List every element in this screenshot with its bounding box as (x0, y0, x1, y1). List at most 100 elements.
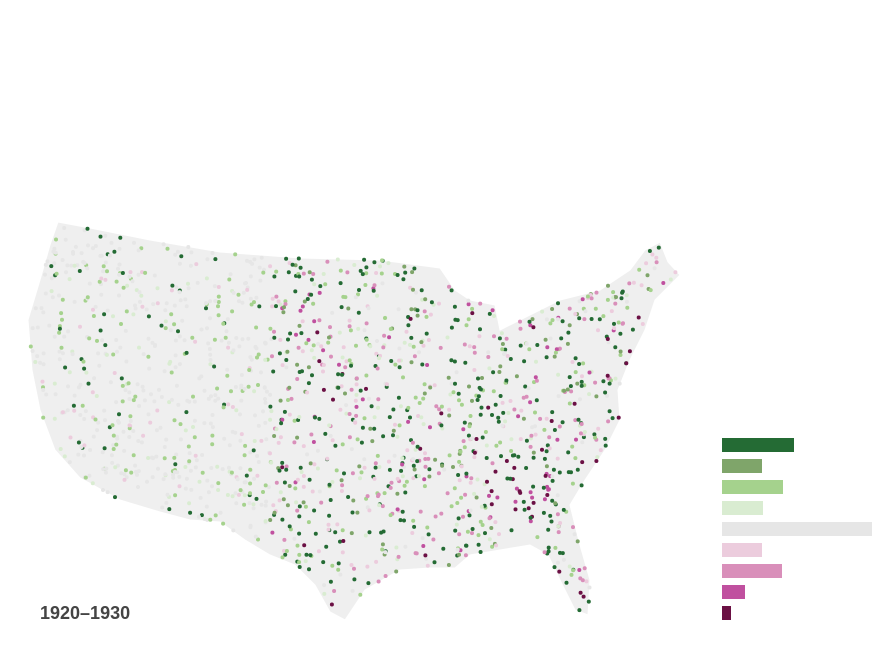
county-dot (359, 470, 364, 475)
county-dot (295, 508, 300, 513)
county-dot (213, 257, 218, 262)
county-dot (167, 400, 172, 405)
county-dot (467, 424, 472, 429)
county-dot (101, 488, 105, 492)
county-dot (347, 318, 352, 323)
county-dot (404, 329, 409, 334)
county-dot (321, 363, 326, 367)
county-dot (364, 265, 369, 270)
county-dot (67, 460, 72, 465)
county-dot (248, 467, 253, 472)
county-dot (461, 439, 466, 444)
county-dot (580, 297, 585, 302)
county-dot (356, 292, 360, 297)
county-dot (213, 393, 218, 398)
county-dot (336, 372, 341, 377)
county-dot (150, 340, 155, 345)
county-dot (321, 369, 325, 374)
county-dot (184, 350, 189, 355)
county-dot (424, 314, 429, 319)
county-dot (362, 328, 367, 333)
county-dot (286, 398, 290, 402)
county-dot (584, 579, 589, 584)
county-dot (605, 373, 610, 378)
county-dot (43, 291, 48, 296)
county-dot (199, 327, 204, 332)
county-dot (408, 285, 413, 290)
county-dot (318, 284, 323, 289)
county-dot (312, 355, 317, 360)
county-dot (197, 376, 202, 381)
county-dot (309, 348, 314, 353)
county-dot (613, 345, 618, 350)
county-dot (212, 364, 217, 369)
county-dot (531, 500, 536, 505)
county-dot (136, 272, 141, 277)
county-dot (167, 507, 172, 512)
county-dot (358, 388, 363, 393)
county-dot (215, 386, 220, 391)
county-dot (388, 327, 393, 331)
county-dot (606, 340, 611, 345)
county-dot (480, 523, 485, 527)
county-dot (579, 422, 584, 426)
county-dot (558, 521, 563, 525)
county-dot (346, 495, 351, 499)
county-dot (236, 492, 241, 497)
county-dot (619, 296, 624, 301)
county-dot (477, 334, 482, 339)
county-dot (251, 448, 256, 453)
county-dot (222, 436, 227, 441)
county-dot (415, 459, 420, 464)
county-dot (293, 263, 298, 268)
county-dot (377, 356, 382, 361)
county-dot (90, 481, 95, 486)
county-dot (436, 471, 441, 476)
county-dot (451, 390, 456, 395)
county-dot (278, 398, 283, 403)
county-dot (159, 323, 164, 328)
county-dot (555, 493, 560, 498)
county-dot (233, 491, 238, 496)
county-dot (388, 485, 393, 490)
county-dot (206, 490, 211, 495)
county-dot (119, 322, 123, 326)
county-dots (28, 226, 678, 613)
county-dot (575, 381, 580, 386)
county-dot (606, 283, 610, 288)
county-dot (400, 462, 405, 467)
county-dot (41, 351, 46, 356)
county-dot (290, 262, 295, 267)
county-dot (367, 530, 372, 535)
county-dot (457, 478, 462, 483)
county-dot (597, 317, 602, 322)
county-dot (193, 465, 198, 470)
county-dot (526, 386, 531, 391)
county-dot (154, 454, 159, 459)
county-dot (303, 504, 308, 509)
county-dot (200, 470, 205, 475)
county-dot (509, 449, 514, 453)
county-dot (478, 301, 483, 306)
county-dot (172, 418, 177, 423)
county-dot (333, 530, 338, 535)
county-dot (169, 397, 174, 402)
county-dot (613, 376, 618, 381)
county-dot (464, 471, 469, 476)
county-dot (362, 257, 367, 262)
county-dot (573, 356, 578, 361)
county-dot (151, 456, 156, 461)
county-dot (415, 444, 420, 449)
county-dot (358, 592, 363, 597)
county-dot (173, 365, 178, 370)
county-dot (263, 420, 268, 425)
county-dot (255, 454, 260, 458)
county-dot (264, 437, 269, 442)
county-dot (397, 346, 402, 351)
county-dot (339, 305, 344, 310)
county-dot (191, 394, 195, 399)
county-dot (567, 401, 572, 406)
county-dot (278, 490, 283, 495)
county-dot (175, 249, 180, 254)
county-dot (35, 325, 40, 330)
